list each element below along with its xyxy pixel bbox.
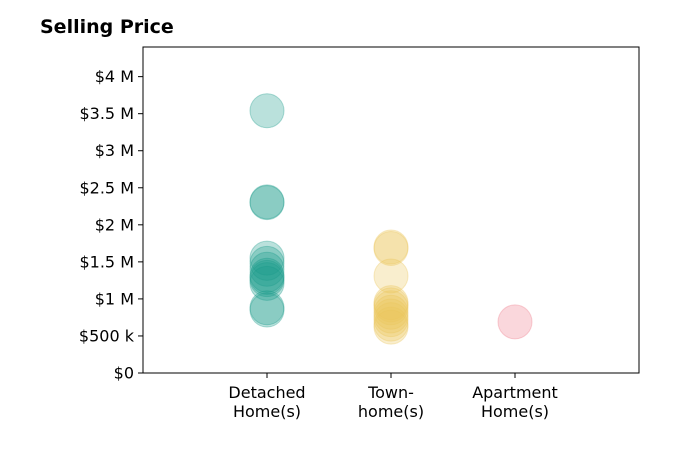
data-point: [373, 258, 409, 294]
y-tick-label: $2 M: [95, 215, 134, 234]
data-point: [249, 292, 285, 328]
x-tick-label: Home(s): [233, 402, 301, 421]
data-point: [373, 229, 409, 265]
x-tick-label: home(s): [358, 402, 424, 421]
x-tick-label: Home(s): [481, 402, 549, 421]
data-point: [373, 231, 409, 267]
data-point: [249, 240, 285, 276]
x-tick-label: Apartment: [472, 383, 558, 402]
x-axis: DetachedHome(s)Town-home(s)ApartmentHome…: [228, 373, 558, 421]
data-point: [249, 257, 285, 293]
data-point: [249, 185, 285, 221]
data-point: [373, 302, 409, 338]
data-point: [373, 306, 409, 342]
y-tick-label: $0: [114, 364, 134, 383]
data-point: [249, 259, 285, 295]
chart-marks: [249, 93, 533, 345]
data-point: [373, 290, 409, 326]
data-point: [497, 304, 533, 340]
data-point: [249, 265, 285, 301]
chart-title: Selling Price: [40, 16, 174, 38]
data-point: [373, 298, 409, 334]
y-tick-label: $3.5 M: [79, 104, 134, 123]
data-point: [373, 285, 409, 321]
data-point: [249, 245, 285, 281]
y-tick-label: $4 M: [95, 67, 134, 86]
y-tick-label: $3 M: [95, 141, 134, 160]
data-point: [249, 262, 285, 298]
data-point: [373, 309, 409, 345]
data-point: [249, 290, 285, 326]
data-point: [249, 93, 285, 129]
y-tick-label: $1.5 M: [79, 252, 134, 271]
y-axis: $0 $500 k $1 M $1.5 M $2 M $2.5 M $3 M $3.5 M $4…: [79, 67, 143, 383]
y-tick-label: $1 M: [95, 289, 134, 308]
x-tick-label: Detached: [228, 383, 305, 402]
data-point: [249, 184, 285, 220]
data-point: [373, 287, 409, 323]
x-tick-label: Town-: [367, 383, 414, 402]
y-tick-label: $500 k: [79, 326, 135, 345]
y-tick-label: $2.5 M: [79, 178, 134, 197]
data-point: [373, 294, 409, 330]
data-point: [249, 251, 285, 287]
